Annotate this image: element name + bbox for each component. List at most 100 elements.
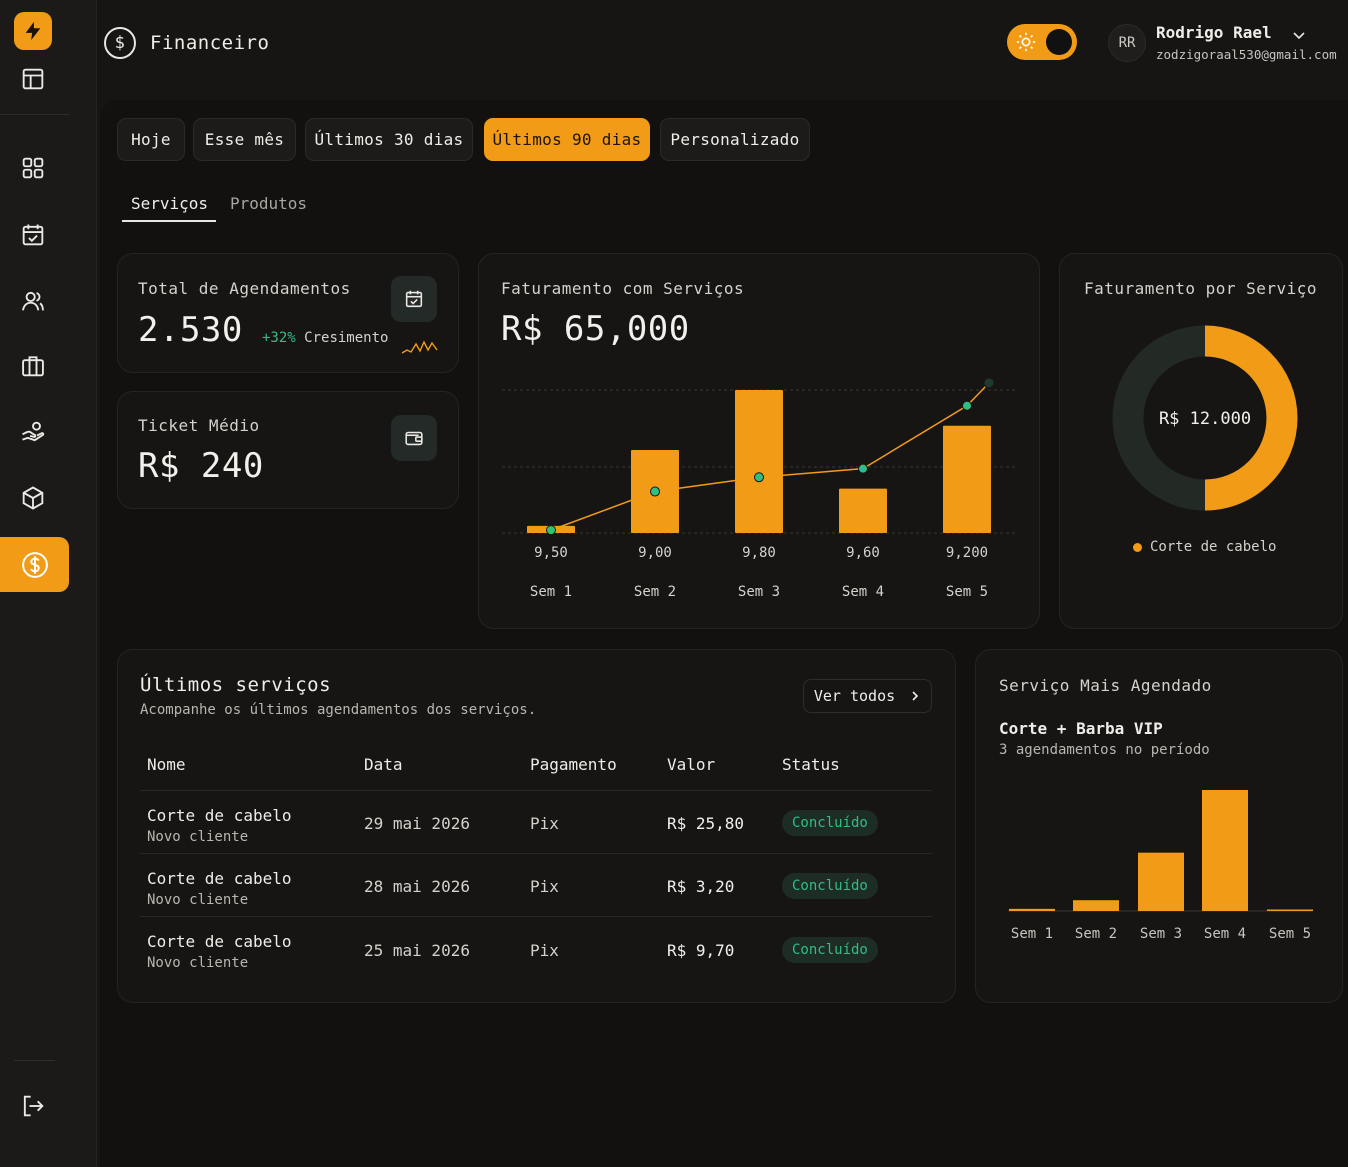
growth-label: Cresimento [304,330,389,346]
most-booked-sub: 3 agendamentos no período [999,742,1210,758]
bar [1267,909,1313,911]
legend-dot [1133,542,1142,552]
bar [943,425,991,533]
dollar-icon[interactable] [0,537,69,592]
sidebar-divider [0,114,69,115]
growth-value: +32% [262,330,296,346]
box-icon[interactable] [14,479,52,517]
view-all-button[interactable]: Ver todos [803,679,932,713]
most-booked-service: Corte + Barba VIP [999,719,1163,738]
bar [735,390,783,533]
x-tick-label: Sem 1 [530,584,572,600]
wallet-icon [391,415,437,461]
bar [839,488,887,533]
row-payment: Pix [530,877,559,896]
x-tick-label: Sem 2 [634,584,676,600]
range-button-this-month[interactable]: Esse mês [193,118,296,161]
services-subtitle: Acompanhe os últimos agendamentos dos se… [140,702,537,718]
view-all-label: Ver todos [813,687,896,705]
row-payment: Pix [530,941,559,960]
row-divider [140,790,932,791]
page-title: Financeiro [150,32,270,54]
row-service-name[interactable]: Corte de cabelo [147,806,292,825]
row-payment: Pix [530,814,559,833]
x-tick-label: Sem 5 [946,584,988,600]
sidebar-divider [14,1060,55,1061]
x-tick-label: Sem 5 [1269,926,1311,942]
sidebar [0,0,97,1167]
bar [1009,908,1055,911]
kpi-label: Total de Agendamentos [138,279,351,298]
value-label: 9,200 [946,545,988,561]
sparkline-icon [401,340,438,354]
revenue-chart: 9,50 9,00 9,80 9,60 9,200 Sem 1 Sem 2 Sem 3 Sem … [502,377,1018,600]
column-header[interactable]: Status [782,755,840,774]
trend-point [754,472,764,483]
x-tick-label: Sem 3 [738,584,780,600]
most-booked-card [975,649,1343,1003]
row-service-name[interactable]: Corte de cabelo [147,869,292,888]
kpi-value: 2.530 [138,310,243,350]
row-client-type: Novo cliente [147,955,249,971]
page-header: $ Financeiro [104,26,269,60]
column-header[interactable]: Pagamento [530,755,617,774]
range-button-90-days[interactable]: Últimos 90 dias [484,118,650,161]
x-tick-label: Sem 4 [842,584,884,600]
tab-products[interactable]: Produtos [230,194,308,213]
x-tick-label: Sem 4 [1204,926,1246,942]
logout-icon[interactable] [14,1087,52,1125]
row-client-type: Novo cliente [147,829,249,845]
x-tick-label: Sem 1 [1011,926,1053,942]
calendar-check-icon[interactable] [14,216,52,254]
status-badge: Concluído [782,937,878,963]
row-value: R$ 9,70 [667,941,735,960]
value-label: 9,00 [638,545,672,561]
hand-coins-icon[interactable] [14,413,52,451]
chevron-down-icon[interactable] [1291,27,1307,43]
briefcase-icon[interactable] [14,347,52,385]
row-service-name[interactable]: Corte de cabelo [147,932,292,951]
trend-point [546,525,556,536]
bar [1138,852,1184,911]
layout-icon[interactable] [14,60,52,98]
row-client-type: Novo cliente [147,892,249,908]
row-value: R$ 25,80 [667,814,745,833]
calendar-check-icon [391,276,437,322]
user-email: zodzigoraal530@gmail.com [1156,47,1337,62]
status-badge: Concluído [782,873,878,899]
range-button-custom[interactable]: Personalizado [660,118,810,161]
active-tab-indicator [122,220,216,222]
donut-chart: R$ 12.000 [1112,325,1298,511]
range-button-today[interactable]: Hoje [117,118,185,161]
trend-point [858,463,868,474]
grid-icon[interactable] [14,149,52,187]
trend-line [550,382,990,531]
status-badge: Concluído [782,810,878,836]
chevron-right-icon [912,691,919,701]
row-date: 28 mai 2026 [364,877,470,896]
range-button-30-days[interactable]: Últimos 30 dias [305,118,473,161]
sun-icon [1016,32,1036,52]
toggle-knob [1046,29,1072,55]
row-date: 25 mai 2026 [364,941,470,960]
most-booked-title: Serviço Mais Agendado [999,676,1212,695]
lightning-logo-icon[interactable] [14,12,52,50]
users-icon[interactable] [14,282,52,320]
column-header[interactable]: Data [364,755,403,774]
column-header[interactable]: Nome [147,755,186,774]
dollar-circle-icon: $ [104,27,136,59]
legend-label: Corte de cabelo [1150,539,1277,555]
bar [1073,900,1119,911]
most-booked-chart: Sem 1 Sem 2 Sem 3 Sem 4 Sem 5 [1008,790,1313,942]
donut-title: Faturamento por Serviço [1084,279,1318,298]
column-header[interactable]: Valor [667,755,716,774]
tab-services[interactable]: Serviços [131,194,209,213]
services-title: Últimos serviços [140,674,332,696]
trend-point [983,377,995,389]
trend-point [962,400,972,411]
avatar[interactable]: RR [1108,24,1146,62]
revenue-total: R$ 65,000 [501,309,690,349]
x-tick-label: Sem 2 [1075,926,1117,942]
user-name[interactable]: Rodrigo Rael [1156,23,1272,42]
theme-toggle[interactable] [1007,24,1077,60]
